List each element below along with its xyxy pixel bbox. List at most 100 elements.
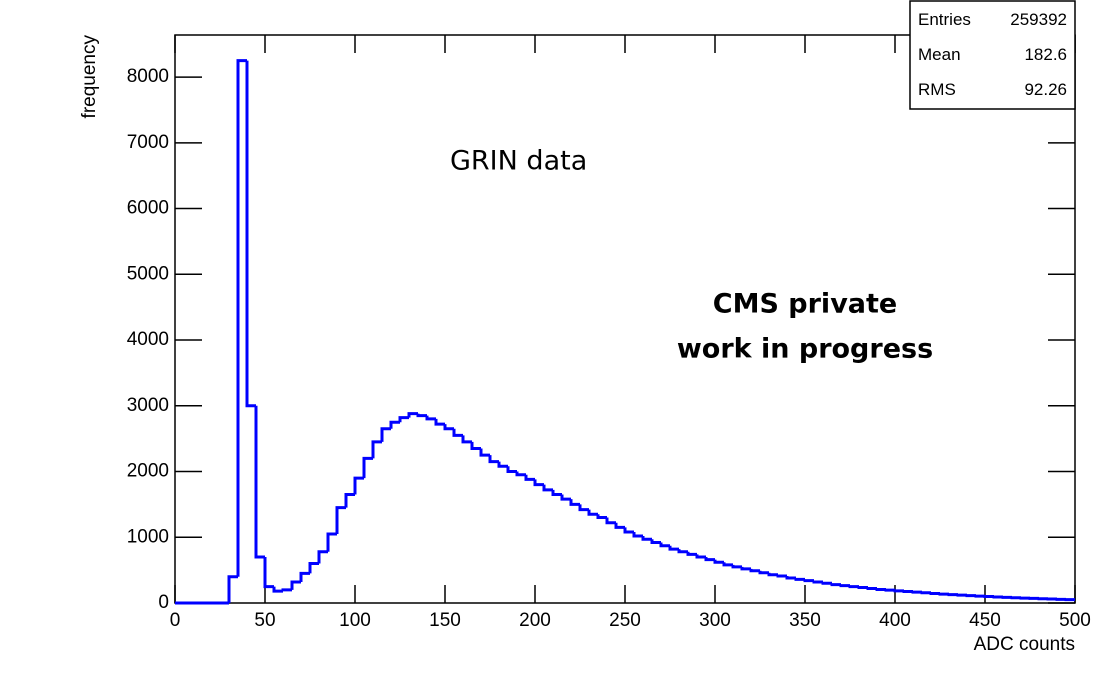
histogram-bin <box>236 59 247 577</box>
histogram-bin <box>578 504 589 512</box>
histogram-bin <box>524 474 535 481</box>
x-tick-label: 400 <box>879 610 911 631</box>
histogram-bin <box>542 484 553 492</box>
histogram-bin <box>857 586 868 590</box>
histogram-bin <box>830 583 841 587</box>
histogram-bin <box>866 587 877 591</box>
stats-value: 259392 <box>1010 10 1067 29</box>
y-tick-label: 8000 <box>127 66 169 87</box>
y-tick-label: 3000 <box>127 395 169 416</box>
histogram-bin <box>569 499 580 506</box>
histogram-bin <box>263 556 274 589</box>
histogram-bin <box>731 564 742 569</box>
histogram-bin <box>722 562 733 567</box>
histogram-bin <box>497 461 508 468</box>
stats-value: 182.6 <box>1024 45 1067 64</box>
histogram-bin <box>506 466 517 474</box>
histogram-bin <box>821 581 832 585</box>
stats-box <box>909 0 1076 110</box>
histogram-bin <box>956 593 967 597</box>
x-tick-label: 50 <box>254 610 275 631</box>
histogram-bin <box>713 559 724 564</box>
histogram-bin <box>533 479 544 487</box>
histogram-bin <box>659 542 670 548</box>
y-tick-label: 6000 <box>127 198 169 219</box>
stats-label: RMS <box>918 80 956 99</box>
histogram-bin <box>362 456 373 479</box>
histogram-bin <box>380 427 391 442</box>
histogram-bin <box>515 471 526 477</box>
stats-label: Entries <box>918 10 971 29</box>
histogram-bin <box>371 440 382 459</box>
histogram-bin <box>452 428 463 437</box>
histogram-bin <box>254 405 265 559</box>
y-tick-label: 4000 <box>127 329 169 350</box>
histogram-bin <box>245 60 256 408</box>
histogram-bin <box>749 568 760 573</box>
histogram-bin <box>587 509 598 516</box>
histogram-bin <box>794 577 805 581</box>
histogram-bin <box>551 489 562 497</box>
histogram-bin <box>389 420 400 429</box>
histogram-bin <box>479 448 490 457</box>
x-tick-label: 150 <box>429 610 461 631</box>
histogram-bin <box>623 527 634 534</box>
histogram-bin <box>344 493 355 508</box>
histogram-bin <box>650 539 661 545</box>
histogram-bin <box>902 589 913 593</box>
histogram-bin <box>632 532 643 538</box>
histogram-bin <box>335 506 346 534</box>
histogram-bin <box>884 588 895 592</box>
histogram-bin <box>425 415 436 421</box>
histogram-bin <box>776 574 787 578</box>
histogram-bin <box>839 584 850 588</box>
histogram-bin <box>938 592 949 596</box>
histogram-bin <box>704 556 715 562</box>
histogram-bin <box>470 441 481 451</box>
histogram-bin <box>326 532 337 552</box>
x-tick-label: 250 <box>609 610 641 631</box>
histogram-bin <box>605 517 616 525</box>
y-axis-label: frequency <box>79 35 100 119</box>
x-tick-label: 200 <box>519 610 551 631</box>
histogram-bin <box>614 522 625 529</box>
histogram-bin <box>911 590 922 594</box>
histogram-bin <box>848 585 859 589</box>
histogram-bin <box>875 588 886 592</box>
y-tick-label: 2000 <box>127 461 169 482</box>
plot-frame <box>174 34 1076 604</box>
x-tick-label: 450 <box>969 610 1001 631</box>
histogram-bin <box>920 591 931 595</box>
histogram-bin <box>461 435 472 444</box>
histogram-bin <box>803 579 814 583</box>
histogram-bin <box>767 572 778 577</box>
y-tick-label: 7000 <box>127 132 169 153</box>
histogram-bin <box>929 591 940 595</box>
histogram-bin <box>443 424 454 431</box>
histogram-bin <box>488 455 499 464</box>
histogram-bin <box>785 576 796 580</box>
x-tick-label: 350 <box>789 610 821 631</box>
histogram-bin <box>299 571 310 582</box>
histogram-bin <box>227 575 238 603</box>
histogram-bin <box>434 418 445 426</box>
histogram-bin <box>416 413 427 418</box>
x-axis-label: ADC counts <box>974 634 1075 655</box>
histogram-bin <box>560 494 571 501</box>
histogram-bin <box>740 566 751 571</box>
x-tick-label: 300 <box>699 610 731 631</box>
histogram-bin <box>965 594 976 598</box>
y-tick-label: 1000 <box>127 526 169 547</box>
stats-label: Mean <box>918 45 961 64</box>
annotation: work in progress <box>677 334 933 365</box>
histogram-bin <box>758 570 769 575</box>
histogram-bin <box>641 535 652 541</box>
annotation: GRIN data <box>450 146 587 177</box>
y-tick-label: 0 <box>158 592 169 613</box>
histogram-bin <box>695 554 706 559</box>
histogram-bin <box>893 589 904 593</box>
histogram-bin <box>668 545 679 551</box>
histogram-bin <box>812 580 823 584</box>
histogram-bin <box>353 476 364 495</box>
